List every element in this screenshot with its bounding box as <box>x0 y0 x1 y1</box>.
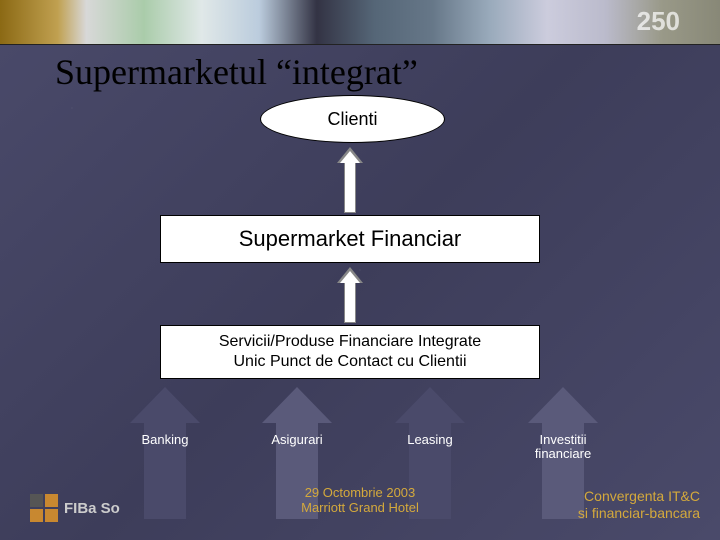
footer-date-line2: Marriott Grand Hotel <box>301 500 419 515</box>
footer-right-line2: si financiar-bancara <box>578 505 700 521</box>
node-clienti: Clienti <box>260 95 445 143</box>
flow-arrow-0 <box>337 147 363 213</box>
footer-logo: FIBa So <box>30 494 120 522</box>
node-servicii-line1: Servicii/Produse Financiare Integrate <box>219 332 481 352</box>
footer-right-line1: Convergenta IT&C <box>584 488 700 504</box>
footer-right: Convergenta IT&C si financiar-bancara <box>578 488 700 522</box>
node-servicii: Servicii/Produse Financiare Integrate Un… <box>160 325 540 379</box>
header-banner <box>0 0 720 45</box>
category-label-1: Asigurari <box>252 433 342 447</box>
node-supermarket-label: Supermarket Financiar <box>239 226 462 252</box>
category-label-0: Banking <box>120 433 210 447</box>
slide-title: Supermarketul “integrat” <box>0 45 720 97</box>
logo-icon <box>30 494 58 522</box>
category-label-2: Leasing <box>385 433 475 447</box>
node-servicii-line2: Unic Punct de Contact cu Clientii <box>234 352 467 372</box>
category-label-3: Investitiifinanciare <box>518 433 608 462</box>
logo-text: FIBa So <box>64 500 120 517</box>
node-supermarket: Supermarket Financiar <box>160 215 540 263</box>
flow-arrow-1 <box>337 267 363 323</box>
diagram-stage: Clienti Supermarket Financiar Servicii/P… <box>0 95 720 540</box>
footer-date-line1: 29 Octombrie 2003 <box>305 485 416 500</box>
node-clienti-label: Clienti <box>327 109 377 130</box>
